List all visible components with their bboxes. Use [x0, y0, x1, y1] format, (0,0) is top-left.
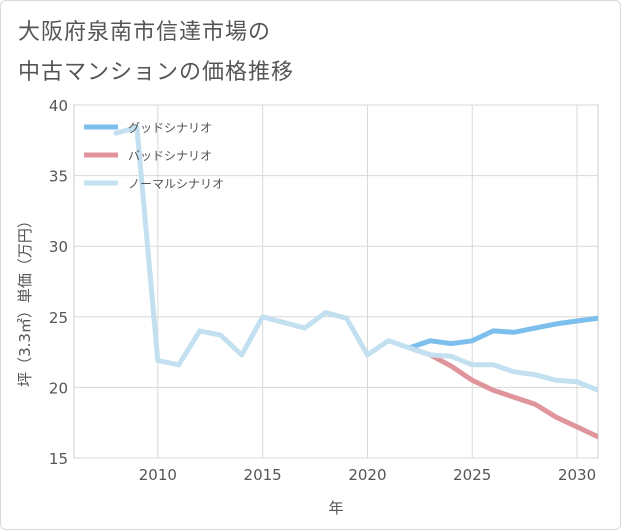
plot-area	[73, 104, 599, 459]
legend-label: ノーマルシナリオ	[128, 177, 224, 191]
x-tick-label: 2020	[348, 466, 386, 484]
legend-label: バッドシナリオ	[128, 149, 212, 163]
y-tick-label: 35	[49, 168, 68, 186]
y-tick-label: 20	[49, 379, 68, 397]
chart-title-line1: 大阪府泉南市信達市場の	[18, 20, 272, 45]
series-line-1	[406, 315, 598, 351]
x-tick-label: 2025	[453, 466, 491, 484]
series-line-2	[406, 345, 598, 440]
chart-title-line2: 中古マンションの価格推移	[18, 60, 295, 85]
series-line-3	[113, 125, 598, 393]
x-tick-label: 2030	[558, 466, 596, 484]
y-tick-label: 15	[49, 450, 68, 468]
y-axis-label: 坪（3.3㎡）単価（万円）	[16, 213, 34, 387]
y-tick-label: 30	[49, 238, 68, 256]
y-tick-label: 25	[49, 309, 68, 327]
legend-label: グッドシナリオ	[128, 121, 212, 135]
grid-lines	[74, 104, 598, 459]
y-tick-label: 40	[49, 97, 68, 115]
series-lines	[113, 125, 598, 440]
x-axis-label: 年	[328, 499, 343, 517]
x-tick-label: 2010	[139, 466, 177, 484]
x-tick-label: 2015	[244, 466, 282, 484]
